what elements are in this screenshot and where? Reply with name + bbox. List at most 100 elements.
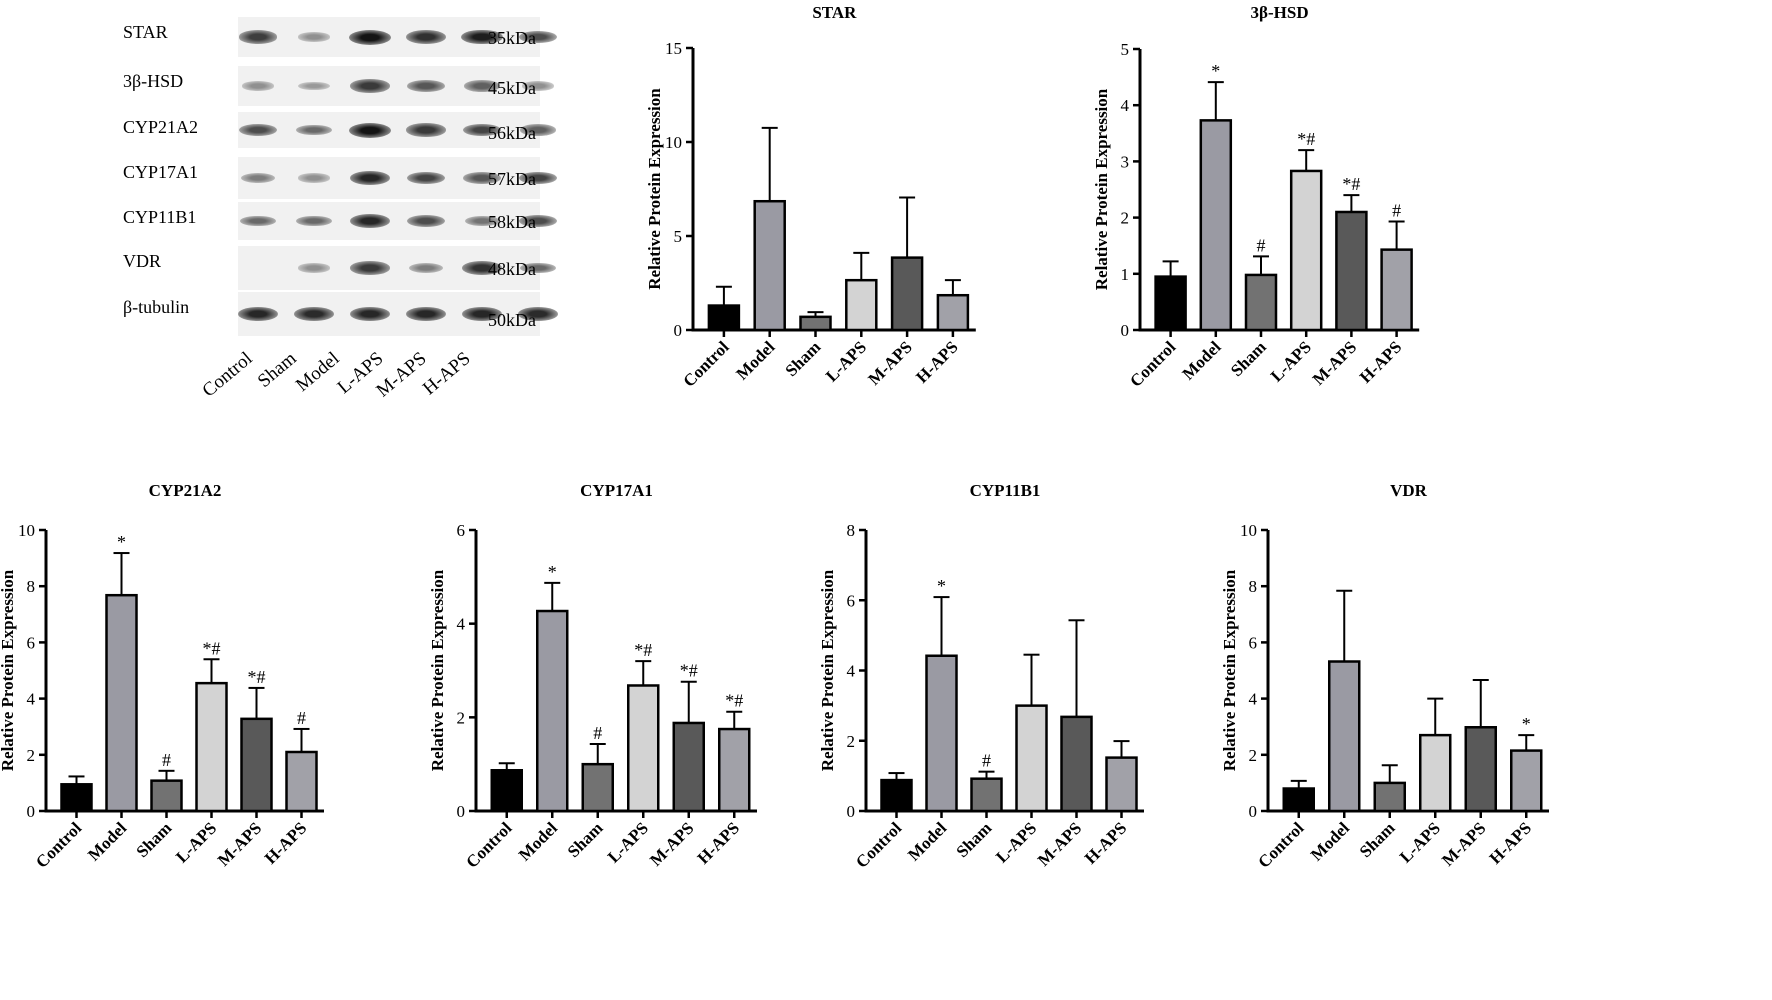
blot-strip bbox=[238, 202, 557, 240]
bar bbox=[936, 293, 970, 332]
blot-band bbox=[349, 213, 391, 229]
blot-band bbox=[463, 172, 501, 184]
blot-band bbox=[350, 261, 390, 275]
bar bbox=[150, 779, 183, 813]
significance-label: * bbox=[548, 562, 557, 582]
significance-label: * bbox=[937, 576, 946, 596]
x-tick-label: L-APS bbox=[992, 818, 1040, 866]
blot-protein-label: VDR bbox=[123, 251, 162, 271]
bar bbox=[970, 777, 1003, 813]
x-tick-label: Model bbox=[84, 818, 130, 864]
x-tick-label: Control bbox=[852, 818, 905, 871]
x-tick-label: H-APS bbox=[1356, 337, 1405, 386]
blot-protein-label: 3β-HSD bbox=[123, 71, 184, 91]
bar bbox=[1510, 749, 1543, 813]
chart-star: STAR Relative Protein Expression 0 5 10 15 Con… bbox=[645, 3, 976, 391]
bar bbox=[1328, 660, 1361, 813]
blot-band bbox=[297, 81, 331, 91]
y-tick-label: 0 bbox=[847, 802, 856, 821]
x-tick-label: M-APS bbox=[1309, 337, 1360, 388]
significance-label: * bbox=[117, 532, 126, 552]
blot-band bbox=[517, 307, 559, 321]
significance-label: *# bbox=[248, 667, 266, 687]
bar bbox=[1464, 726, 1497, 813]
blot-protein-label: β-tubulin bbox=[123, 297, 190, 317]
blot-band bbox=[238, 30, 278, 44]
blot-band bbox=[405, 306, 447, 322]
x-tick-label: M-APS bbox=[646, 818, 697, 869]
blot-band bbox=[462, 123, 502, 137]
bar bbox=[707, 304, 741, 332]
chart-title: CYP21A2 bbox=[149, 481, 222, 500]
y-axis-label: Relative Protein Expression bbox=[1220, 569, 1239, 771]
y-tick-label: 2 bbox=[1121, 209, 1130, 228]
blot-band bbox=[293, 307, 335, 321]
y-tick-label: 10 bbox=[665, 133, 682, 152]
blot-band bbox=[296, 215, 332, 227]
y-axis-label: Relative Protein Expression bbox=[428, 569, 447, 771]
x-tick-label: L-APS bbox=[172, 818, 220, 866]
blot-band bbox=[520, 262, 556, 274]
blot-band bbox=[408, 262, 444, 274]
blot-band bbox=[406, 171, 446, 185]
bar bbox=[1282, 787, 1315, 813]
significance-label: *# bbox=[1297, 129, 1315, 149]
western-blot-panel: STAR 35kDa 3β-HSD 45kDa CYP21A2 56kDa CYP17A1 5… bbox=[0, 0, 640, 470]
y-tick-label: 8 bbox=[27, 577, 36, 596]
chart-title: STAR bbox=[812, 3, 857, 22]
blot-band bbox=[239, 123, 277, 137]
y-tick-label: 0 bbox=[457, 802, 466, 821]
x-tick-label: Sham bbox=[1356, 818, 1399, 861]
x-tick-label: Model bbox=[515, 818, 561, 864]
blot-band bbox=[349, 29, 391, 45]
x-tick-label: Control bbox=[462, 818, 515, 871]
bar bbox=[627, 684, 660, 813]
x-tick-label: L-APS bbox=[1267, 337, 1315, 385]
bar bbox=[1015, 704, 1048, 813]
chart-cyp21a2: CYP21A2 Relative Protein Expression 0 2 4 6 8 1… bbox=[0, 481, 324, 872]
y-tick-label: 5 bbox=[674, 227, 683, 246]
y-tick-label: 6 bbox=[847, 591, 856, 610]
x-tick-label: Sham bbox=[781, 337, 824, 380]
significance-label: # bbox=[1392, 201, 1401, 221]
blot-kda-label: 45kDa bbox=[488, 78, 536, 98]
x-tick-label: Sham bbox=[1227, 337, 1270, 380]
blot-band bbox=[349, 122, 391, 138]
y-tick-label: 0 bbox=[674, 321, 683, 340]
x-tick-label: Control bbox=[679, 337, 732, 390]
y-tick-label: 6 bbox=[1249, 633, 1258, 652]
x-tick-label: Sham bbox=[952, 818, 995, 861]
significance-label: *# bbox=[1342, 174, 1360, 194]
chart-title: 3β-HSD bbox=[1251, 3, 1309, 22]
blot-kda-label: 58kDa bbox=[488, 212, 536, 232]
blot-band bbox=[464, 215, 500, 227]
x-tick-label: L-APS bbox=[822, 337, 870, 385]
y-tick-label: 8 bbox=[1249, 577, 1258, 596]
y-tick-label: 10 bbox=[18, 521, 35, 540]
significance-label: *# bbox=[634, 640, 652, 660]
x-tick-label: H-APS bbox=[1081, 818, 1130, 867]
blot-band bbox=[237, 306, 279, 322]
bar bbox=[718, 727, 751, 813]
y-tick-label: 2 bbox=[1249, 746, 1258, 765]
bar bbox=[799, 315, 832, 332]
blot-kda-label: 48kDa bbox=[488, 259, 536, 279]
y-axis-label: Relative Protein Expression bbox=[0, 569, 17, 771]
blot-strip bbox=[237, 292, 559, 336]
bar bbox=[1244, 273, 1278, 332]
y-tick-label: 1 bbox=[1121, 265, 1130, 284]
chart-title: CYP17A1 bbox=[580, 481, 653, 500]
significance-label: * bbox=[1522, 714, 1531, 734]
significance-label: # bbox=[593, 723, 602, 743]
bar bbox=[195, 681, 228, 813]
blot-band bbox=[519, 214, 557, 228]
blot-band bbox=[297, 173, 331, 183]
blot-kda-label: 50kDa bbox=[488, 310, 536, 330]
blot-band bbox=[406, 30, 446, 44]
blot-band bbox=[240, 172, 276, 184]
bar bbox=[240, 717, 273, 813]
y-tick-label: 0 bbox=[1121, 321, 1130, 340]
bar bbox=[1154, 275, 1187, 332]
bar bbox=[285, 750, 318, 813]
x-tick-label: M-APS bbox=[214, 818, 265, 869]
